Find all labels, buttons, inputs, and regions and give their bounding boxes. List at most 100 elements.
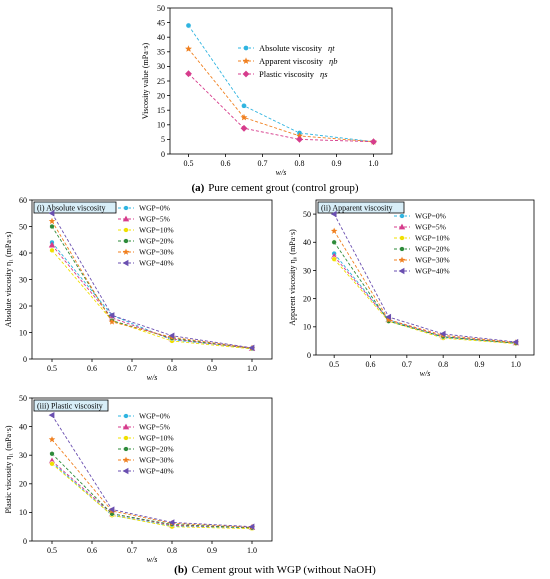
series-plastic-viscosity [185, 70, 377, 146]
y-tick-label: 20 [19, 480, 27, 489]
data-point [48, 241, 56, 248]
x-tick-label: 0.8 [295, 159, 305, 168]
y-tick-label: 30 [157, 62, 165, 71]
x-tick-label: 0.9 [332, 159, 342, 168]
series-line [51, 463, 253, 530]
x-tick-label: 0.6 [221, 159, 231, 168]
x-tick-label: 0.7 [127, 546, 137, 555]
y-tick-label: 20 [303, 294, 311, 303]
legend-label: WGP=0% [139, 204, 170, 213]
y-axis-label: Absolute viscosity η₁ (mPa·s) [4, 231, 13, 327]
x-tick-label: 0.6 [87, 364, 97, 373]
x-tick-label: 0.7 [258, 159, 268, 168]
legend-marker [399, 246, 405, 252]
y-tick-label: 0 [307, 351, 311, 360]
legend-label: Apparent viscosity ηb [259, 56, 337, 66]
legend-marker [399, 235, 405, 241]
series-line [333, 230, 516, 344]
data-point [512, 338, 519, 346]
series-line [51, 439, 253, 528]
legend-label: WGP=20% [139, 237, 174, 246]
data-point [241, 102, 247, 109]
y-tick-label: 30 [19, 451, 27, 460]
data-point [108, 312, 115, 319]
legend-marker [123, 446, 129, 452]
panel-title: (iii) Plastic viscosity [37, 402, 103, 411]
data-point [168, 332, 175, 339]
data-point [49, 451, 55, 457]
data-point [439, 330, 446, 338]
x-axis-label: w/s [420, 369, 431, 378]
series-line [333, 256, 516, 344]
data-point [248, 344, 255, 352]
legend-marker [398, 256, 406, 263]
x-axis-label: w/s [147, 373, 158, 382]
y-tick-label: 45 [157, 18, 165, 27]
legend-label: WGP=40% [139, 259, 174, 268]
plot-frame [315, 199, 535, 356]
panel-title-box [317, 201, 405, 214]
y-tick-label: 50 [303, 210, 311, 219]
data-point [49, 247, 55, 254]
x-tick-label: 1.0 [247, 364, 257, 373]
legend-label: WGP=10% [139, 434, 174, 443]
x-tick-label: 0.8 [438, 360, 448, 369]
data-point [48, 436, 56, 443]
x-tick-label: 0.6 [366, 360, 376, 369]
data-point [49, 461, 55, 467]
data-point [48, 411, 55, 419]
data-point [370, 138, 377, 146]
x-tick-label: 0.6 [87, 546, 97, 555]
data-point [385, 316, 392, 323]
legend-marker [122, 423, 130, 430]
legend-marker [122, 467, 129, 475]
data-point [48, 217, 56, 224]
y-tick-label: 0 [23, 355, 27, 364]
plot-frame [31, 199, 273, 360]
y-tick-label: 5 [161, 135, 165, 144]
legend-marker [123, 413, 129, 419]
series-line [51, 250, 253, 350]
x-tick-label: 1.0 [511, 360, 521, 369]
data-point [48, 210, 55, 217]
data-point [185, 22, 192, 29]
legend-label: WGP=30% [139, 456, 174, 465]
data-point [108, 318, 116, 325]
data-point [168, 519, 175, 526]
data-point [331, 239, 337, 245]
x-tick-label: 0.5 [184, 159, 194, 168]
x-tick-label: 0.9 [207, 546, 217, 555]
legend-label: WGP=5% [139, 423, 170, 432]
x-tick-label: 1.0 [247, 546, 257, 555]
plot-frame [31, 397, 273, 542]
x-tick-label: 0.9 [475, 360, 485, 369]
series-line [333, 258, 516, 345]
data-point [330, 210, 337, 218]
y-tick-label: 30 [19, 275, 27, 284]
y-tick-label: 30 [303, 266, 311, 275]
x-tick-label: 0.8 [167, 364, 177, 373]
legend-label: WGP=20% [139, 445, 174, 454]
x-tick-label: 0.7 [127, 364, 137, 373]
legend-marker [123, 205, 129, 211]
y-tick-label: 25 [157, 77, 165, 86]
legend-label: WGP=5% [139, 215, 170, 224]
data-point [296, 132, 303, 139]
legend-label: Absolute viscosity ηt [259, 43, 335, 53]
x-tick-label: 0.5 [329, 360, 339, 369]
y-tick-label: 40 [19, 422, 27, 431]
x-tick-label: 0.5 [47, 364, 57, 373]
data-point [331, 256, 337, 262]
data-point [49, 223, 55, 230]
legend: Absolute viscosity ηt Apparent viscosity ηb… [238, 43, 337, 79]
x-tick-label: 1.0 [369, 159, 379, 168]
legend-label: WGP=20% [415, 245, 450, 254]
y-tick-label: 40 [157, 33, 165, 42]
legend-marker [399, 213, 405, 219]
series-wgp-40- [48, 411, 255, 530]
data-point [296, 136, 303, 143]
y-tick-label: 60 [19, 196, 27, 205]
x-tick-label: 0.7 [402, 360, 412, 369]
legend-marker [123, 227, 129, 233]
